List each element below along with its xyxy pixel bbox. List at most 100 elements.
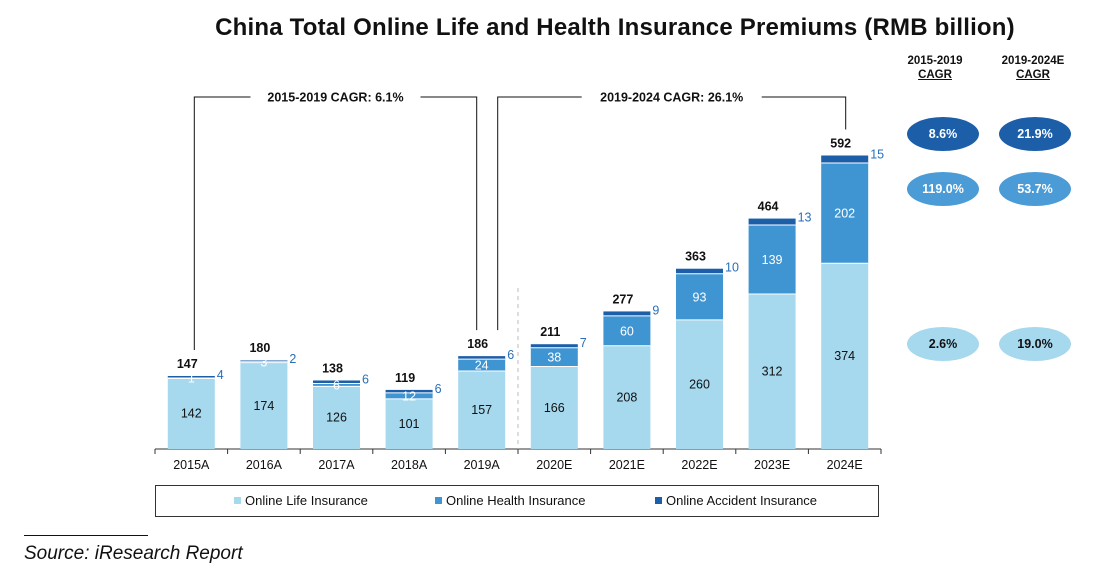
cagr-value-life-2019-2024: 19.0% <box>999 327 1071 361</box>
bar-segment-accident <box>821 155 869 163</box>
data-label-health: 93 <box>693 290 707 304</box>
bar-segment-accident <box>603 311 651 316</box>
data-label-total: 186 <box>467 337 488 351</box>
cagr-bracket-2015-2019 <box>193 96 478 350</box>
cagr-value-health-2019-2024: 53.7% <box>999 172 1071 206</box>
source-note: Source: iResearch Report <box>24 543 243 564</box>
bar-segment-life <box>313 386 360 449</box>
x-tick-label: 2018A <box>391 458 428 472</box>
cagr-header-line1: 2015-2019 <box>907 55 963 67</box>
legend-item-accident: Online Accident Insurance <box>655 493 817 508</box>
cagr-bracket-label-2019-2024: 2019-2024 CAGR: 26.1% <box>600 91 743 105</box>
cagr-value-life-2015-2019: 2.6% <box>907 327 979 361</box>
data-label-total: 147 <box>177 357 198 371</box>
x-tick-label: 2017A <box>318 458 355 472</box>
cagr-header-line1: 2019-2024E <box>1001 55 1065 67</box>
legend-label-accident: Online Accident Insurance <box>666 493 818 508</box>
bar-segment-accident <box>385 389 433 393</box>
source-divider <box>24 535 148 536</box>
data-label-life: 208 <box>616 390 637 404</box>
legend: Online Life Insurance Online Health Insu… <box>155 485 879 517</box>
data-label-total: 138 <box>322 361 343 375</box>
x-tick-label: 2019A <box>464 458 501 472</box>
bar-segment-life <box>530 366 578 449</box>
x-tick-label: 2020E <box>536 458 572 472</box>
data-label-life: 101 <box>399 417 420 431</box>
chart-title: China Total Online Life and Health Insur… <box>215 14 1015 41</box>
data-label-accident: 13 <box>798 211 812 225</box>
x-tick-label: 2023E <box>754 458 790 472</box>
data-label-total: 180 <box>249 341 270 355</box>
cagr-bracket-label-bg <box>581 89 762 105</box>
legend-item-health: Online Health Insurance <box>435 493 585 508</box>
data-label-health: 1 <box>188 372 195 386</box>
x-tick-label: 2024E <box>827 458 863 472</box>
data-label-health: 24 <box>475 359 489 373</box>
data-label-accident: 2 <box>289 352 296 366</box>
bar-segment-accident <box>530 344 578 348</box>
bar-segment-health <box>458 359 506 372</box>
data-label-accident: 4 <box>217 368 224 382</box>
data-label-accident: 9 <box>652 303 659 317</box>
legend-label-life: Online Life Insurance <box>245 493 368 508</box>
cagr-header-line2: CAGR <box>1016 69 1050 81</box>
data-label-total: 592 <box>830 136 851 150</box>
data-label-total: 277 <box>612 292 633 306</box>
data-label-life: 374 <box>834 349 855 363</box>
bar-segment-life <box>167 378 215 449</box>
cagr-panel: 2015-2019 CAGR 2019-2024E CAGR 8.6% 21.9%… <box>890 54 1100 384</box>
bar-segment-accident <box>313 380 360 384</box>
data-label-health: 3 <box>260 355 267 369</box>
data-label-life: 260 <box>689 377 710 391</box>
cagr-value-accident-2019-2024: 21.9% <box>999 117 1071 151</box>
bar-segment-life <box>385 398 433 449</box>
bar-segment-life <box>821 263 869 449</box>
data-label-health: 6 <box>333 378 340 392</box>
bar-segment-health <box>313 383 360 387</box>
cagr-bracket-label-2015-2019: 2015-2019 CAGR: 6.1% <box>267 91 403 105</box>
legend-label-health: Online Health Insurance <box>446 493 586 508</box>
bar-segment-life <box>458 371 506 449</box>
data-label-life: 157 <box>471 403 492 417</box>
data-label-health: 60 <box>620 324 634 338</box>
data-label-accident: 15 <box>870 147 884 161</box>
bar-segment-life <box>676 319 723 449</box>
cagr-header-line2: CAGR <box>918 69 952 81</box>
bar-segment-life <box>748 294 796 449</box>
data-label-accident: 7 <box>580 336 587 350</box>
data-label-health: 139 <box>762 253 783 267</box>
data-label-life: 312 <box>762 365 783 379</box>
data-label-total: 363 <box>685 250 706 264</box>
data-label-health: 12 <box>402 389 416 403</box>
bar-segment-health <box>385 392 433 399</box>
data-label-accident: 6 <box>507 348 514 362</box>
bar-segment-health <box>530 347 578 367</box>
data-label-life: 142 <box>181 407 202 421</box>
bar-segment-life <box>240 362 288 449</box>
x-tick-label: 2015A <box>173 458 210 472</box>
x-tick-label: 2016A <box>246 458 283 472</box>
bar-segment-health <box>676 273 723 320</box>
cagr-header-2019-2024: 2019-2024E CAGR <box>988 54 1078 82</box>
legend-swatch-health <box>435 497 442 504</box>
cagr-value-accident-2015-2019: 8.6% <box>907 117 979 151</box>
data-label-total: 211 <box>540 325 560 339</box>
x-tick-label: 2021E <box>609 458 645 472</box>
data-label-total: 119 <box>395 371 415 385</box>
cagr-header-2015-2019: 2015-2019 CAGR <box>890 54 980 82</box>
bar-segment-health <box>603 315 651 346</box>
data-label-health: 202 <box>834 207 855 221</box>
data-label-life: 166 <box>544 401 565 415</box>
data-label-accident: 10 <box>725 261 739 275</box>
bar-segment-health <box>240 361 288 363</box>
data-label-life: 174 <box>253 399 274 413</box>
bar-segment-life <box>603 345 651 449</box>
cagr-bracket-label-bg <box>250 89 421 105</box>
bar-segment-health <box>821 162 869 264</box>
bar-segment-accident <box>167 375 215 378</box>
bar-segment-accident <box>458 356 506 360</box>
data-label-life: 126 <box>326 411 347 425</box>
legend-swatch-life <box>234 497 241 504</box>
data-label-accident: 6 <box>435 382 442 396</box>
